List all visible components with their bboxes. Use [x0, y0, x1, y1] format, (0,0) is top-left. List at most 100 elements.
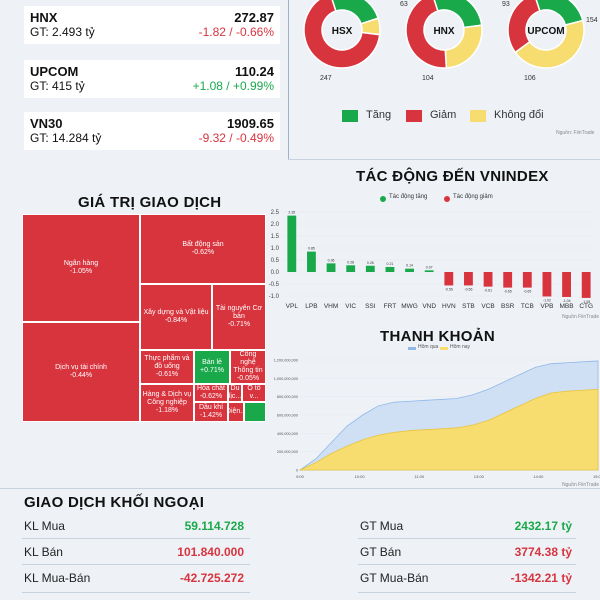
bar-value-label: 0.36 [328, 258, 335, 262]
treemap-cell-name: Ô tô v... [247, 384, 261, 400]
x-tick-label: FRT [384, 303, 397, 310]
impact-bar [326, 263, 336, 272]
bar-value-label: -0.61 [484, 289, 492, 293]
bar-value-label: 0.07 [426, 265, 433, 269]
treemap-cell-pct: -0.44% [69, 372, 93, 379]
impact-bar [503, 272, 513, 288]
index-card-upcom: UPCOM 110.24 GT: 415 tỷ +1.08 / +0.99% [24, 60, 280, 98]
x-tick-label: VPL [286, 303, 299, 310]
treemap: Ngân hàng -1.05% Bất động sản -0.62% Dịch vụ… [22, 214, 266, 422]
x-tick-label: BSR [501, 303, 515, 310]
y-tick-label: 0.0 [271, 270, 280, 276]
impact-bar [287, 215, 297, 272]
x-tick-label: 15:00 [593, 474, 600, 479]
index-name: VN30 [30, 116, 63, 131]
x-tick-label: 10:00 [355, 474, 366, 479]
x-tick-label: SSI [365, 303, 376, 310]
impact-legend-down-dot [444, 196, 450, 202]
index-name: HNX [30, 10, 58, 25]
donut-center-label: HNX [433, 26, 454, 37]
x-tick-label: 11:00 [414, 474, 424, 479]
x-tick-label: HVN [442, 303, 456, 310]
bar-value-label: -0.56 [445, 287, 453, 291]
treemap-cell-pct: -0.61% [155, 371, 179, 379]
horizontal-divider [288, 159, 600, 160]
bar-value-label: 0.85 [308, 247, 315, 251]
treemap-cell-name: Dịch vụ tài chính [55, 363, 107, 371]
impact-bar [385, 266, 395, 272]
source-label: Nguồn: FiinTrade [556, 130, 595, 136]
foreign-kl-sell-value: 101.840.000 [177, 545, 244, 559]
donut-center-label: UPCOM [527, 26, 564, 37]
index-trade-value: GT: 14.284 tỷ [30, 131, 102, 145]
treemap-cell-name: Điện... [229, 407, 243, 415]
treemap-cell: Điện... [228, 402, 244, 422]
treemap-cell-pct: -0.62% [191, 249, 215, 256]
bar-value-label: -1.04 [563, 299, 571, 303]
liq-legend-yesterday-dot [408, 347, 416, 350]
donut-slice-flat [514, 19, 585, 69]
impact-bar [542, 272, 552, 297]
donut-down-count: 247 [320, 75, 332, 82]
treemap-cell: Xây dựng và Vật liệu -0.84% [140, 284, 212, 350]
impact-title: TÁC ĐỘNG ĐẾN VNINDEX [356, 168, 549, 185]
foreign-gt-buy-value: 2432.17 tỷ [514, 519, 572, 533]
foreign-kl-buy-value: 59.114.728 [184, 519, 244, 533]
treemap-cell: Ngân hàng -1.05% [22, 214, 140, 322]
row-divider [358, 538, 576, 539]
legend-flat-swatch [470, 110, 486, 122]
impact-legend-up-label: Tác động tăng [389, 194, 428, 200]
treemap-cell-name: Dầu khí [198, 403, 224, 411]
y-tick-label: 400,000,000 [277, 432, 298, 436]
donut-slice-down [507, 0, 541, 54]
treemap-cell: Tài nguyên Cơ bản -0.71% [212, 284, 266, 350]
foreign-gt-net-value: -1342.21 tỷ [510, 571, 572, 585]
liq-source-label: Nguồn FiinTrade [562, 482, 600, 488]
y-tick-label: 1,200,000,000 [274, 359, 298, 363]
bar-value-label: -0.65 [523, 290, 531, 294]
breadth-donuts: HSX 247 HNX 104 63 UPCOM 106 93 154 [303, 0, 598, 82]
x-tick-label: TCB [521, 303, 534, 310]
y-tick-label: 1,000,000,000 [274, 377, 298, 381]
bar-value-label: 0.21 [387, 262, 394, 266]
treemap-cell: Ô tô v... [242, 384, 266, 402]
row-divider [22, 564, 250, 565]
treemap-cell-name: Tài nguyên Cơ bản [215, 304, 263, 320]
donut-down-count: 106 [524, 75, 536, 82]
row-divider [358, 564, 576, 565]
x-tick-label: VPB [540, 303, 553, 310]
legend-up-swatch [342, 110, 358, 122]
impact-bar [464, 272, 473, 286]
treemap-cell-name: Hàng & Dịch vụ Công nghiệp [142, 390, 192, 406]
bar-value-label: -0.65 [504, 290, 512, 294]
impact-bar [444, 272, 454, 286]
donut-slice-down [303, 0, 381, 69]
y-tick-label: 0.5 [271, 258, 280, 264]
index-change: -9.32 / -0.49% [198, 131, 274, 145]
donut-slice-up [535, 0, 584, 26]
bar-value-label: -1.08 [582, 300, 590, 304]
impact-bar [307, 251, 316, 272]
bar-value-label: -0.56 [464, 287, 472, 291]
impact-bar [562, 272, 571, 297]
impact-bar [522, 272, 532, 288]
foreign-kl-sell-label: KL Bán [24, 545, 63, 559]
treemap-cell: Bán lẻ +0.71% [194, 350, 230, 384]
donut-slice-down [405, 0, 448, 69]
row-divider [22, 592, 250, 593]
treemap-cell: Du lịc... [228, 384, 242, 402]
treemap-cell-pct: -0.71% [227, 321, 251, 329]
bar-value-label: 2.35 [288, 211, 295, 215]
x-tick-label: LPB [305, 303, 317, 310]
impact-bar [346, 265, 356, 272]
impact-bar [581, 272, 591, 298]
y-tick-label: 1.5 [271, 234, 280, 240]
y-tick-label: 2.5 [271, 210, 280, 216]
x-tick-label: MBB [560, 303, 574, 310]
donut-center-label: HSX [332, 26, 353, 37]
index-card-hnx: HNX 272.87 GT: 2.493 tỷ -1.82 / -0.66% [24, 6, 280, 44]
y-tick-label: -0.5 [269, 282, 280, 288]
treemap-cell-pct: -0.84% [164, 317, 188, 324]
bar-value-label: -1.02 [543, 298, 551, 302]
series-area-today [299, 388, 599, 471]
